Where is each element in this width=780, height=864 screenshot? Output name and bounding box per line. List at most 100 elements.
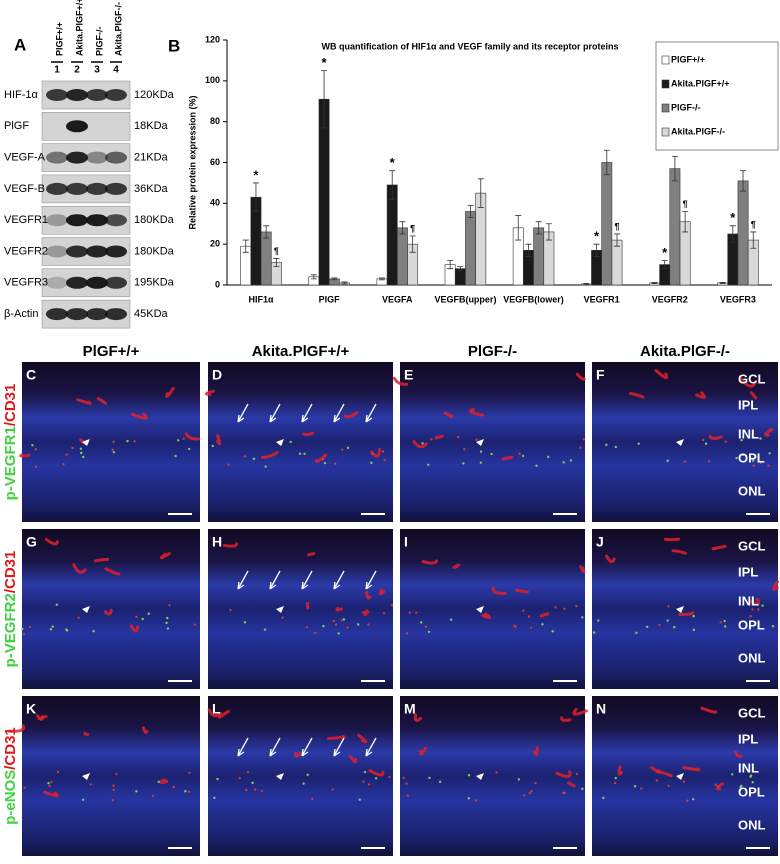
signal-dot	[177, 439, 180, 442]
signal-dot	[322, 624, 325, 628]
arrowhead	[676, 439, 684, 446]
vessel	[671, 549, 687, 555]
vessel	[222, 542, 239, 548]
error-bar	[682, 211, 689, 233]
signal-dot	[246, 770, 250, 774]
error-bar	[525, 243, 532, 257]
signal-dot	[645, 625, 649, 628]
vessel	[605, 554, 616, 564]
vessel	[700, 706, 718, 714]
lane-label: Akita.PlGF+/+	[74, 0, 84, 56]
arrowhead	[676, 773, 684, 780]
vessel	[413, 713, 422, 723]
size-label: 45KDa	[134, 308, 169, 320]
signal-dot	[479, 450, 483, 453]
arrowhead	[476, 439, 484, 446]
lane-number: 3	[94, 65, 100, 76]
panel-letter: C	[26, 367, 36, 383]
vessel	[365, 590, 372, 600]
stain-label: p-VEGFR1	[2, 426, 19, 500]
signal-dot	[374, 777, 378, 780]
size-label: 36KDa	[134, 183, 169, 195]
signal-dot	[701, 438, 705, 442]
signal-dot	[523, 794, 526, 797]
column-header: Akita.PlGF-/-	[640, 343, 730, 360]
error-bar	[273, 258, 280, 268]
blot-band	[86, 245, 108, 258]
size-label: 120KDa	[134, 89, 175, 101]
signal-dot	[741, 453, 745, 456]
vessel	[216, 434, 222, 446]
signal-dot	[115, 772, 118, 776]
vessel	[96, 397, 107, 405]
vessel	[35, 714, 45, 721]
signal-dot	[752, 464, 755, 467]
blot-band	[105, 308, 127, 321]
bar	[601, 162, 613, 286]
signal-dot	[614, 776, 617, 780]
signal-dot	[637, 442, 640, 445]
signal-dot	[749, 615, 752, 618]
panel-letter: H	[212, 534, 222, 550]
signal-dot	[157, 780, 160, 784]
vessel	[555, 770, 572, 778]
vessel	[514, 588, 529, 594]
blot-band	[66, 182, 88, 195]
signal-dot	[513, 624, 516, 627]
legend-swatch	[661, 127, 670, 137]
arrow	[301, 403, 313, 423]
signal-dot	[575, 772, 579, 776]
layer-label: GCL	[738, 371, 766, 386]
vessel	[217, 709, 230, 719]
vessel	[711, 544, 727, 551]
blot-band	[46, 276, 68, 289]
layer-label: IPL	[738, 731, 758, 746]
legend-swatch	[661, 55, 670, 65]
x-tick-label: VEGFR3	[720, 294, 756, 304]
error-bar	[603, 149, 610, 176]
blot-band	[46, 308, 68, 321]
panel-letter: K	[26, 701, 36, 717]
signal-dot	[563, 607, 566, 610]
vessel	[419, 746, 427, 756]
arrowhead	[276, 773, 284, 780]
signal-dot	[522, 609, 525, 612]
layer-label: OPL	[738, 450, 765, 465]
micrograph	[208, 362, 393, 522]
signal-dot	[581, 616, 584, 619]
signal-dot	[141, 617, 144, 621]
blot-band	[105, 276, 127, 289]
signal-dot	[55, 603, 59, 606]
error-bar	[252, 182, 259, 212]
signal-dot	[56, 770, 60, 774]
signal-dot	[605, 443, 608, 447]
vessel	[357, 733, 368, 744]
signal-dot	[739, 785, 742, 789]
signal-dot	[252, 457, 256, 461]
signal-dot	[563, 791, 566, 795]
legend-label: PlGF-/-	[671, 102, 701, 112]
panel-letter: N	[596, 701, 606, 717]
vessel	[617, 765, 623, 776]
signal-dot	[370, 452, 374, 455]
blot-band	[46, 214, 68, 227]
error-bar	[477, 178, 484, 208]
blot-band	[86, 276, 108, 289]
blot-band	[86, 214, 108, 227]
signal-dot	[640, 787, 643, 790]
micrograph	[208, 529, 393, 689]
panel-letter: B	[168, 36, 180, 55]
lane-number: 2	[74, 65, 80, 76]
signal-dot	[263, 628, 267, 631]
vessel	[7, 724, 26, 733]
significance-mark: *	[253, 167, 259, 182]
signal-dot	[22, 632, 26, 636]
blot-band	[46, 151, 68, 164]
signal-dot	[332, 619, 335, 623]
arrow	[237, 403, 249, 423]
signal-dot	[707, 460, 711, 463]
signal-dot	[193, 623, 196, 626]
blot-band	[46, 182, 68, 195]
counterstain-label: /CD31	[2, 384, 19, 427]
signal-dot	[334, 462, 337, 465]
